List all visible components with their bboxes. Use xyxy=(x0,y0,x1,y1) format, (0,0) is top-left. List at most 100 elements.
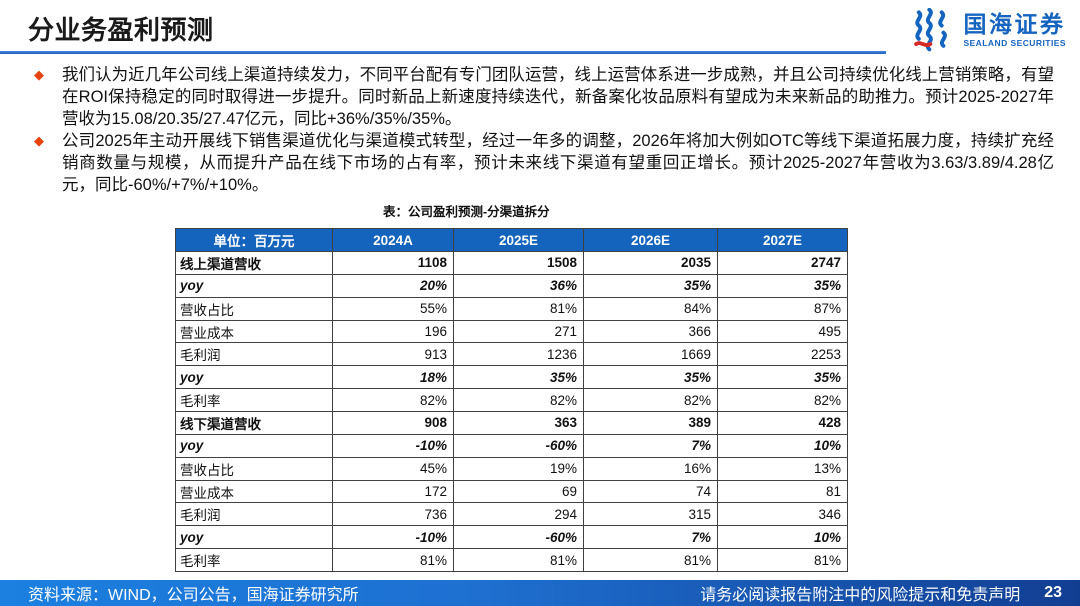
sealand-securities-logo: 国海证券 SEALAND SECURITIES xyxy=(909,8,1066,52)
cell-value: 35% xyxy=(583,365,718,390)
bullet-item: ◆ 公司2025年主动开展线下销售渠道优化与渠道模式转型，经过一年多的调整，20… xyxy=(30,130,1054,196)
table-caption: 表：公司盈利预测-分渠道拆分 xyxy=(383,205,550,219)
cell-value: 2253 xyxy=(717,342,848,367)
cell-value: 2747 xyxy=(717,251,848,275)
row-label: 营业成本 xyxy=(175,479,333,504)
cell-value: 81% xyxy=(453,296,584,321)
row-label: 线下渠道营收 xyxy=(175,411,333,435)
table-header-row: 单位：百万元 2024A 2025E 2026E 2027E xyxy=(175,228,848,252)
cell-value: 913 xyxy=(332,342,454,367)
footer-bar: 资料来源：WIND，公司公告，国海证券研究所 请务必阅读报告附注中的风险提示和免… xyxy=(0,580,1080,606)
cell-value: -60% xyxy=(453,433,584,458)
row-label: 毛利率 xyxy=(175,548,333,573)
cell-value: 346 xyxy=(717,502,848,527)
col-header-2025E: 2025E xyxy=(453,228,584,252)
row-label: 营收占比 xyxy=(175,456,333,481)
cell-value: 36% xyxy=(453,273,584,298)
bullet-item: ◆ 我们认为近几年公司线上渠道持续发力，不同平台配有专门团队运营，线上运营体系进… xyxy=(30,64,1054,130)
title-divider xyxy=(0,51,886,54)
table-row: 线上渠道营收 1108 1508 2035 2747 xyxy=(175,251,848,275)
cell-value: 81% xyxy=(717,548,848,573)
cell-value: 82% xyxy=(453,388,584,413)
cell-value: 45% xyxy=(332,456,454,481)
cell-value: 1108 xyxy=(332,251,454,275)
row-label: 毛利润 xyxy=(175,342,333,367)
disclaimer-text: 请务必阅读报告附注中的风险提示和免责声明 xyxy=(700,587,1021,604)
cell-value: 74 xyxy=(583,479,718,504)
table-row: 线下渠道营收 908 363 389 428 xyxy=(175,411,848,435)
cell-value: 81 xyxy=(717,479,848,504)
row-label: 线上渠道营收 xyxy=(175,251,333,275)
page-number: 23 xyxy=(1044,584,1062,601)
cell-value: 10% xyxy=(717,433,848,458)
cell-value: 908 xyxy=(332,411,454,435)
table-row: 毛利润 736 294 315 346 xyxy=(175,502,848,527)
row-label: 毛利率 xyxy=(175,388,333,413)
cell-value: 389 xyxy=(583,411,718,435)
cell-value: 81% xyxy=(332,548,454,573)
row-label: 营收占比 xyxy=(175,296,333,321)
table-row: yoy -10% -60% 7% 10% xyxy=(175,433,848,458)
cell-value: 69 xyxy=(453,479,584,504)
table-row: yoy -10% -60% 7% 10% xyxy=(175,525,848,550)
cell-value: -60% xyxy=(453,525,584,550)
cell-value: 294 xyxy=(453,502,584,527)
table-row: 毛利率 81% 81% 81% 81% xyxy=(175,548,848,573)
cell-value: 82% xyxy=(332,388,454,413)
col-header-2024A: 2024A xyxy=(332,228,454,252)
sealand-logo-icon xyxy=(914,8,948,52)
cell-value: 84% xyxy=(583,296,718,321)
table-row: yoy 20% 36% 35% 35% xyxy=(175,273,848,298)
cell-value: 55% xyxy=(332,296,454,321)
cell-value: 82% xyxy=(717,388,848,413)
cell-value: 35% xyxy=(717,273,848,298)
profit-forecast-table: 单位：百万元 2024A 2025E 2026E 2027E 线上渠道营收 11… xyxy=(175,228,848,573)
data-source-text: 资料来源：WIND，公司公告，国海证券研究所 xyxy=(28,587,359,604)
cell-value: 87% xyxy=(717,296,848,321)
cell-value: 1669 xyxy=(583,342,718,367)
cell-value: 35% xyxy=(583,273,718,298)
cell-value: 366 xyxy=(583,319,718,344)
row-label: yoy xyxy=(175,273,333,298)
bullet-text-offline-channel: 公司2025年主动开展线下销售渠道优化与渠道模式转型，经过一年多的调整，2026… xyxy=(62,132,1054,194)
row-label: yoy xyxy=(175,525,333,550)
cell-value: 271 xyxy=(453,319,584,344)
cell-value: 20% xyxy=(332,273,454,298)
cell-value: -10% xyxy=(332,433,454,458)
bullet-diamond-icon: ◆ xyxy=(34,133,44,148)
cell-value: 19% xyxy=(453,456,584,481)
cell-value: -10% xyxy=(332,525,454,550)
cell-value: 172 xyxy=(332,479,454,504)
cell-value: 13% xyxy=(717,456,848,481)
table-row: yoy 18% 35% 35% 35% xyxy=(175,365,848,390)
summary-bullet-list: ◆ 我们认为近几年公司线上渠道持续发力，不同平台配有专门团队运营，线上运营体系进… xyxy=(30,64,1054,196)
cell-value: 2035 xyxy=(583,251,718,275)
row-label: yoy xyxy=(175,433,333,458)
cell-value: 736 xyxy=(332,502,454,527)
cell-value: 7% xyxy=(583,433,718,458)
cell-value: 1236 xyxy=(453,342,584,367)
cell-value: 196 xyxy=(332,319,454,344)
cell-value: 315 xyxy=(583,502,718,527)
cell-value: 7% xyxy=(583,525,718,550)
cell-value: 35% xyxy=(453,365,584,390)
cell-value: 18% xyxy=(332,365,454,390)
page-title: 分业务盈利预测 xyxy=(28,15,214,45)
logo-wordmark: 国海证券 SEALAND SECURITIES xyxy=(963,12,1066,47)
logo-name-cn: 国海证券 xyxy=(963,11,1066,38)
cell-value: 495 xyxy=(717,319,848,344)
row-label: 毛利润 xyxy=(175,502,333,527)
table-row: 营收占比 55% 81% 84% 87% xyxy=(175,296,848,321)
cell-value: 428 xyxy=(717,411,848,435)
row-label: yoy xyxy=(175,365,333,390)
cell-value: 35% xyxy=(717,365,848,390)
unit-header-cell: 单位：百万元 xyxy=(175,228,333,252)
footer-right-group: 请务必阅读报告附注中的风险提示和免责声明 23 xyxy=(700,581,1080,605)
cell-value: 363 xyxy=(453,411,584,435)
table-row: 营收占比 45% 19% 16% 13% xyxy=(175,456,848,481)
table-row: 营业成本 196 271 366 495 xyxy=(175,319,848,344)
table-row: 毛利润 913 1236 1669 2253 xyxy=(175,342,848,367)
cell-value: 10% xyxy=(717,525,848,550)
table-row: 营业成本 172 69 74 81 xyxy=(175,479,848,504)
bullet-text-online-channel: 我们认为近几年公司线上渠道持续发力，不同平台配有专门团队运营，线上运营体系进一步… xyxy=(62,66,1054,128)
